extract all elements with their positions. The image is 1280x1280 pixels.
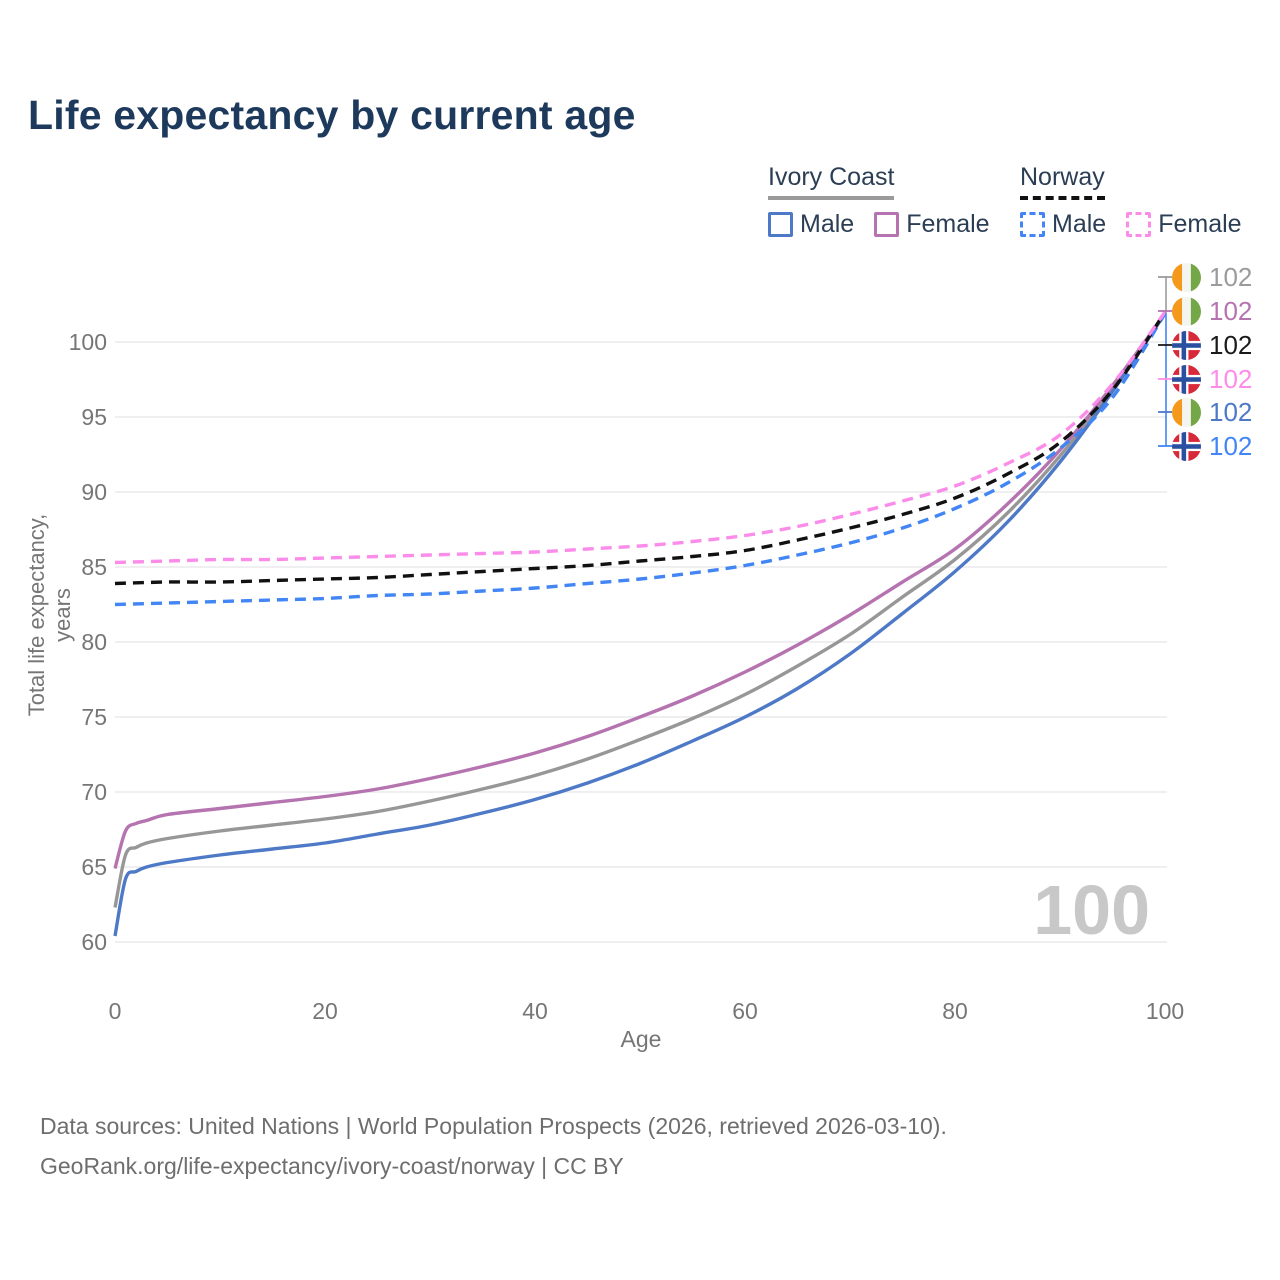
legend-group-ivory-coast: Ivory Coast Male Female bbox=[768, 163, 990, 239]
y-tick-label-100: 100 bbox=[69, 329, 107, 355]
legend-header-norway[interactable]: Norway bbox=[1020, 163, 1105, 200]
footer-attribution: GeoRank.org/life-expectancy/ivory-coast/… bbox=[40, 1153, 624, 1179]
ivory-coast-flag-icon bbox=[1172, 296, 1201, 326]
y-axis-title: Total life expectancy, years bbox=[24, 513, 75, 717]
y-tick-label-90: 90 bbox=[81, 479, 107, 505]
current-age-watermark: 100 bbox=[1033, 871, 1150, 949]
y-tick-label-95: 95 bbox=[81, 404, 107, 430]
series-line-ivory-coast-female bbox=[113, 312, 1167, 869]
series-line-norway-male bbox=[114, 312, 1167, 607]
norway-flag-icon bbox=[1172, 364, 1201, 394]
y-tick-label-65: 65 bbox=[81, 854, 107, 880]
footer: Data sources: United Nations | World Pop… bbox=[40, 1106, 947, 1186]
end-label-norway-male: 102 bbox=[1172, 431, 1252, 461]
legend-group-norway: Norway Male Female bbox=[1020, 163, 1242, 239]
legend-items-norway: Male Female bbox=[1020, 210, 1242, 239]
end-label-value: 102 bbox=[1209, 430, 1253, 461]
legend-item-ivory-coast-female[interactable]: Female bbox=[874, 210, 990, 239]
series-line-ivory-coast-male bbox=[113, 312, 1167, 937]
series-line-norway-combined bbox=[114, 311, 1167, 586]
norway-flag-icon bbox=[1172, 431, 1201, 461]
legend-label-ivory-coast-female: Female bbox=[906, 210, 990, 238]
legend-swatch-norway-female bbox=[1126, 212, 1152, 237]
legend-label-norway-male: Male bbox=[1052, 210, 1107, 238]
series-line-norway-female bbox=[114, 311, 1167, 565]
end-label-norway-female: 102 bbox=[1172, 364, 1252, 394]
x-tick-label-40: 40 bbox=[522, 998, 548, 1024]
end-label-ivory-coast-combined: 102 bbox=[1172, 262, 1252, 292]
legend-swatch-norway-male bbox=[1020, 212, 1045, 237]
legend-items-ivory-coast: Male Female bbox=[768, 210, 990, 239]
x-axis-title: Age bbox=[620, 1026, 662, 1052]
y-tick-label-75: 75 bbox=[81, 704, 107, 730]
end-label-value: 102 bbox=[1209, 363, 1253, 394]
ivory-coast-flag-icon bbox=[1172, 262, 1201, 292]
x-tick-label-100: 100 bbox=[1146, 998, 1184, 1024]
footer-data-sources: Data sources: United Nations | World Pop… bbox=[40, 1113, 947, 1139]
series-line-ivory-coast-combined bbox=[113, 312, 1167, 908]
end-label-value: 102 bbox=[1209, 396, 1253, 427]
legend-swatch-ivory-coast-female bbox=[874, 212, 900, 237]
end-label-norway-combined: 102 bbox=[1172, 330, 1252, 360]
norway-flag-icon bbox=[1172, 330, 1201, 360]
legend-label-norway-female: Female bbox=[1158, 210, 1242, 238]
end-label-value: 102 bbox=[1209, 261, 1253, 292]
norway-flag-icon bbox=[1172, 330, 1201, 360]
legend-label-ivory-coast-male: Male bbox=[800, 210, 855, 238]
legend-item-norway-female[interactable]: Female bbox=[1126, 210, 1242, 239]
page-title: Life expectancy by current age bbox=[28, 92, 636, 138]
x-tick-label-60: 60 bbox=[732, 998, 758, 1024]
ivory-coast-flag-icon bbox=[1172, 296, 1201, 326]
legend-header-ivory-coast[interactable]: Ivory Coast bbox=[768, 163, 895, 200]
y-tick-label-85: 85 bbox=[81, 554, 107, 580]
norway-flag-icon bbox=[1172, 364, 1201, 394]
x-tick-label-20: 20 bbox=[312, 998, 338, 1024]
end-label-value: 102 bbox=[1209, 329, 1253, 360]
legend-item-ivory-coast-male[interactable]: Male bbox=[768, 210, 854, 239]
x-tick-label-80: 80 bbox=[942, 998, 968, 1024]
end-label-ivory-coast-male: 102 bbox=[1172, 397, 1252, 427]
x-tick-label-0: 0 bbox=[109, 998, 122, 1024]
end-label-ivory-coast-female: 102 bbox=[1172, 296, 1252, 326]
y-tick-label-80: 80 bbox=[81, 629, 107, 655]
norway-flag-icon bbox=[1172, 431, 1201, 461]
legend-item-norway-male[interactable]: Male bbox=[1020, 210, 1106, 239]
ivory-coast-flag-icon bbox=[1172, 262, 1201, 292]
end-label-value: 102 bbox=[1209, 295, 1253, 326]
legend-swatch-ivory-coast-male bbox=[768, 212, 793, 237]
ivory-coast-flag-icon bbox=[1172, 397, 1201, 427]
y-tick-label-60: 60 bbox=[81, 929, 107, 955]
y-tick-label-70: 70 bbox=[81, 779, 107, 805]
ivory-coast-flag-icon bbox=[1172, 397, 1201, 427]
